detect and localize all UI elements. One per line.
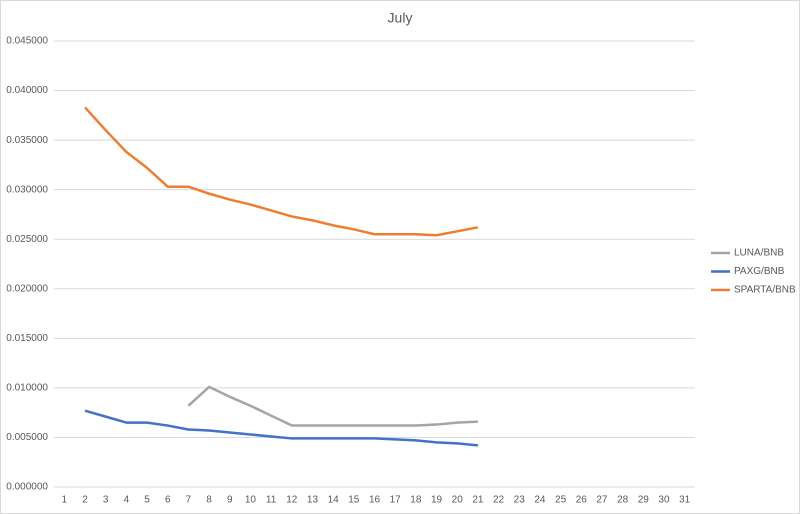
y-tick-label: 0.005000 — [6, 432, 48, 443]
y-tick-label: 0.015000 — [6, 333, 48, 344]
x-tick-label: 17 — [390, 495, 402, 506]
x-tick-label: 8 — [206, 495, 212, 506]
legend-label: SPARTA/BNB — [734, 285, 796, 296]
x-tick-label: 13 — [307, 495, 319, 506]
x-tick-label: 19 — [431, 495, 443, 506]
x-tick-label: 4 — [124, 495, 130, 506]
x-tick-label: 11 — [266, 495, 277, 506]
x-tick-label: 15 — [348, 495, 360, 506]
y-tick-label: 0.045000 — [6, 36, 48, 47]
x-tick-label: 7 — [186, 495, 192, 506]
legend-label: PAXG/BNB — [734, 266, 785, 277]
x-tick-label: 6 — [165, 495, 171, 506]
x-tick-label: 22 — [493, 495, 505, 506]
x-tick-label: 28 — [617, 495, 629, 506]
x-tick-label: 26 — [576, 495, 588, 506]
x-tick-label: 3 — [103, 495, 109, 506]
y-tick-label: 0.010000 — [6, 383, 48, 394]
x-tick-label: 27 — [596, 495, 608, 506]
x-tick-label: 12 — [286, 495, 298, 506]
x-tick-label: 5 — [144, 495, 150, 506]
x-tick-label: 2 — [82, 495, 88, 506]
x-tick-label: 31 — [679, 495, 691, 506]
series-line — [187, 385, 478, 427]
chart-title: July — [388, 10, 413, 26]
x-tick-label: 14 — [328, 495, 340, 506]
x-tick-label: 23 — [514, 495, 526, 506]
legend-label: LUNA/BNB — [734, 248, 784, 259]
x-tick-label: 24 — [534, 495, 546, 506]
x-tick-label: 16 — [369, 495, 381, 506]
x-tick-label: 29 — [638, 495, 650, 506]
series-line — [84, 409, 479, 447]
x-tick-label: 1 — [62, 495, 68, 506]
y-tick-label: 0.000000 — [6, 482, 48, 493]
y-tick-label: 0.025000 — [6, 234, 48, 245]
y-tick-label: 0.035000 — [6, 135, 48, 146]
series-line — [84, 106, 479, 237]
x-tick-label: 10 — [245, 495, 257, 506]
y-tick-label: 0.030000 — [6, 184, 48, 195]
y-tick-label: 0.040000 — [6, 85, 48, 96]
x-tick-label: 18 — [410, 495, 422, 506]
x-tick-label: 25 — [555, 495, 567, 506]
x-tick-label: 30 — [658, 495, 670, 506]
y-tick-label: 0.020000 — [6, 283, 48, 294]
x-tick-label: 9 — [227, 495, 233, 506]
x-tick-label: 20 — [452, 495, 464, 506]
x-tick-label: 21 — [472, 495, 484, 506]
